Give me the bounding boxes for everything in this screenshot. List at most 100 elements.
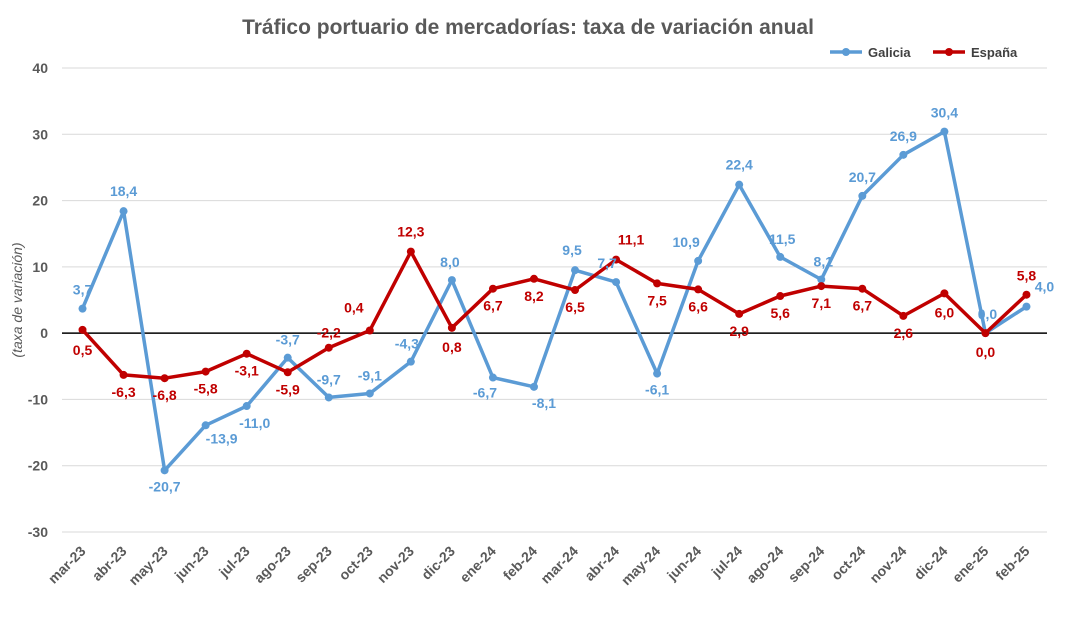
y-tick-label: 0 — [40, 325, 48, 341]
data-point — [694, 256, 703, 265]
y-tick-label: -30 — [28, 524, 48, 540]
data-label: 9,5 — [562, 242, 582, 258]
x-tick-label: ene-24 — [456, 543, 499, 586]
data-label: 6,7 — [853, 298, 873, 314]
x-tick-label: abr-24 — [581, 543, 622, 584]
data-point — [242, 402, 251, 411]
data-point — [776, 252, 785, 261]
y-tick-label: 10 — [32, 259, 48, 275]
data-label: -8,1 — [532, 395, 556, 411]
data-point — [735, 309, 744, 318]
x-tick-label: jul-23 — [215, 543, 253, 581]
data-point — [940, 289, 949, 298]
x-tick-label: sep-24 — [785, 543, 828, 586]
data-point — [529, 274, 538, 283]
data-point — [612, 278, 621, 287]
data-label: 10,9 — [673, 234, 700, 250]
x-tick-label: mar-23 — [45, 543, 89, 587]
data-point — [817, 275, 826, 284]
data-point — [447, 323, 456, 332]
data-point — [119, 370, 128, 379]
data-label: 6,0 — [935, 304, 955, 320]
x-tick-label: dic-24 — [911, 543, 951, 583]
data-label: 7,5 — [647, 292, 667, 308]
data-label: 22,4 — [726, 157, 753, 173]
data-point — [119, 207, 128, 216]
data-point — [735, 180, 744, 189]
data-label: -20,7 — [149, 478, 181, 494]
x-tick-label: ago-24 — [743, 543, 786, 586]
legend-marker — [842, 48, 850, 56]
data-label: 11,1 — [618, 232, 645, 248]
data-label: 0,0 — [978, 306, 998, 322]
data-label: 6,7 — [483, 298, 503, 314]
data-point — [653, 279, 662, 288]
data-point — [365, 389, 374, 398]
data-label: 4,0 — [1035, 279, 1055, 295]
data-point — [160, 466, 169, 475]
data-label: 6,6 — [688, 298, 708, 314]
data-point — [981, 329, 990, 338]
data-point — [365, 326, 374, 335]
data-label: 5,8 — [1017, 268, 1037, 284]
x-tick-label: may-23 — [125, 543, 171, 589]
data-label: 7,7 — [597, 255, 617, 271]
y-axis-ticks: 40 30 20 10 0 -10 -20 -30 — [28, 60, 48, 540]
data-point — [529, 382, 538, 391]
data-label: 26,9 — [890, 128, 917, 144]
data-label: -6,7 — [473, 385, 497, 401]
data-point — [817, 282, 826, 291]
legend-marker — [945, 48, 953, 56]
x-tick-label: oct-23 — [335, 543, 376, 584]
x-tick-label: feb-24 — [500, 543, 541, 584]
x-tick-label: nov-23 — [374, 543, 417, 586]
data-label: 8,2 — [524, 288, 544, 304]
data-label: 8,0 — [440, 254, 460, 270]
gridlines — [62, 67, 1047, 533]
y-tick-label: -10 — [28, 391, 48, 407]
data-label: -4,3 — [395, 336, 419, 352]
chart-title: Tráfico portuario de mercadorías: taxa d… — [242, 16, 814, 39]
data-point — [160, 374, 169, 383]
legend-label: Galicia — [868, 45, 911, 60]
data-point — [612, 255, 621, 264]
data-label: 0,8 — [442, 339, 462, 355]
x-tick-label: feb-25 — [992, 543, 1033, 584]
data-point — [899, 150, 908, 159]
x-tick-label: oct-24 — [828, 543, 869, 584]
data-point — [283, 353, 292, 362]
data-label: 2,9 — [729, 323, 749, 339]
y-tick-label: -20 — [28, 458, 48, 474]
x-tick-label: jun-23 — [171, 543, 212, 584]
data-label: -11,0 — [239, 415, 270, 431]
x-tick-label: may-24 — [618, 543, 664, 589]
data-point — [940, 127, 949, 136]
data-label: -9,1 — [358, 367, 382, 383]
data-label: -6,3 — [112, 384, 136, 400]
x-tick-label: jul-24 — [707, 543, 745, 581]
data-point — [571, 266, 580, 275]
data-point — [858, 284, 867, 293]
x-tick-label: nov-24 — [866, 543, 909, 586]
data-label: -3,1 — [235, 363, 259, 379]
data-label: 0,5 — [73, 342, 93, 358]
legend-label: España — [971, 45, 1018, 60]
data-point — [201, 367, 210, 376]
data-label: -5,9 — [276, 381, 300, 397]
data-label: 0,4 — [344, 299, 364, 315]
y-tick-label: 30 — [32, 126, 48, 142]
data-point — [406, 357, 415, 366]
data-point — [283, 368, 292, 377]
data-point — [488, 373, 497, 382]
series-line-españa — [81, 249, 1028, 380]
data-point — [899, 311, 908, 320]
y-tick-label: 20 — [32, 193, 48, 209]
data-label: 0,0 — [976, 344, 996, 360]
data-label: 7,1 — [812, 295, 832, 311]
data-label: -13,9 — [206, 430, 238, 446]
data-label: 6,5 — [565, 299, 585, 315]
data-point — [1022, 290, 1031, 299]
data-point — [694, 285, 703, 294]
